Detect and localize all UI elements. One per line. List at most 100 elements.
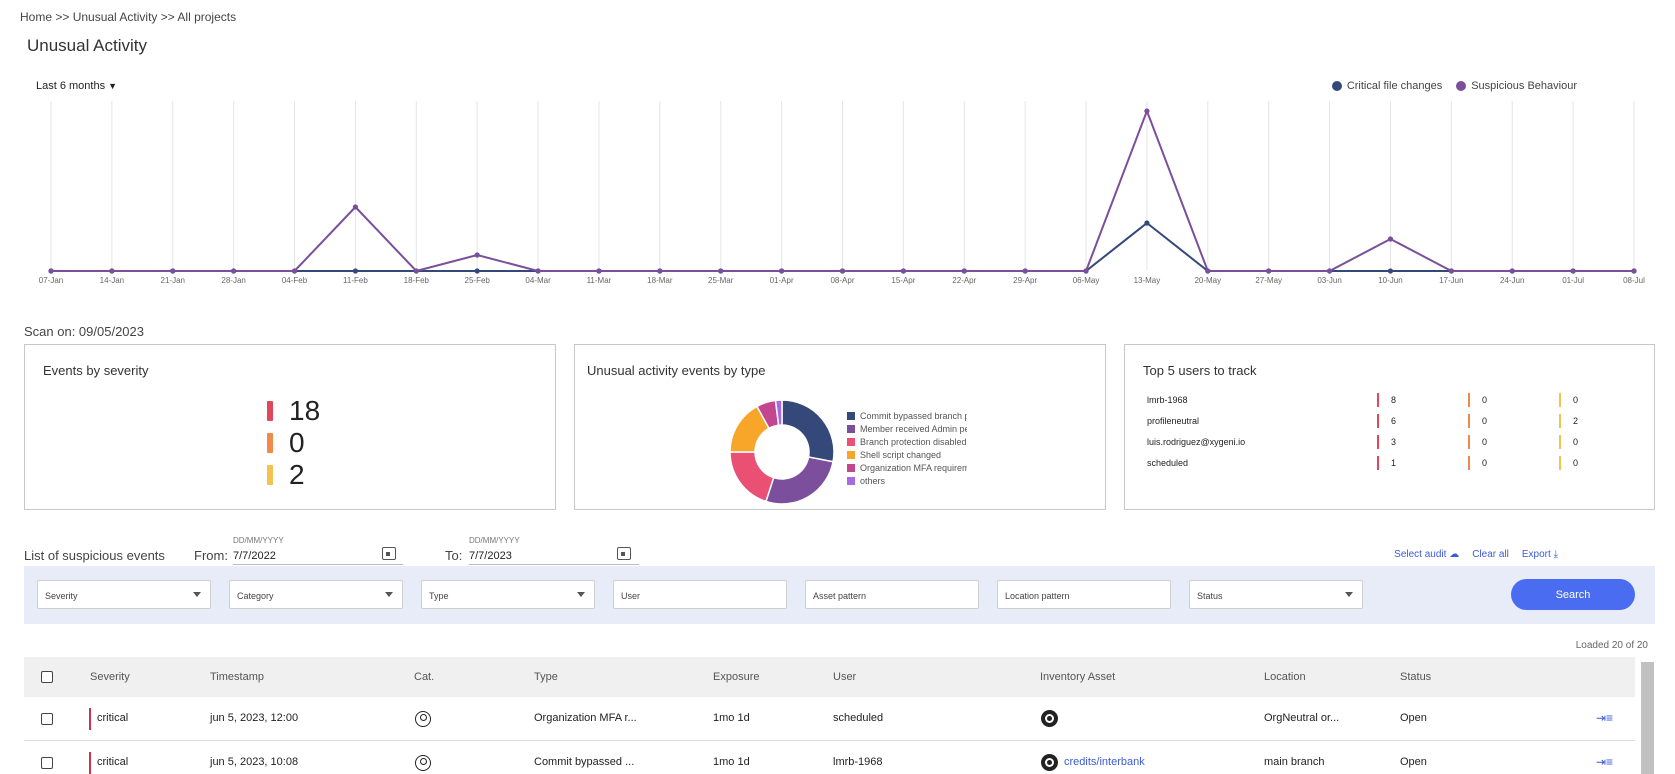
asset-pattern-input[interactable]: Asset pattern [805,580,979,609]
column-header-type[interactable]: Type [534,671,558,683]
date-range-select[interactable]: Last 6 months ▼ [36,80,117,92]
type-legend-item[interactable]: Organization MFA requirem [847,461,967,474]
data-point[interactable] [1570,268,1576,274]
column-header-exposure[interactable]: Exposure [713,671,760,683]
table-row[interactable]: critical jun 5, 2023, 10:08 Commit bypas… [24,741,1635,774]
data-point[interactable] [1205,268,1211,274]
x-tick-label: 17-Jun [1439,276,1463,285]
data-point[interactable] [474,252,480,258]
user-row[interactable]: lmrb-1968 8 0 0 [1147,391,1647,412]
data-point[interactable] [170,268,176,274]
github-icon[interactable] [1041,710,1058,727]
select-all-checkbox[interactable] [41,671,53,683]
column-header-inventory-asset[interactable]: Inventory Asset [1040,671,1116,683]
user-row[interactable]: luis.rodriguez@xygeni.io 3 0 0 [1147,433,1647,454]
high-severity-bar [267,433,273,453]
user-input[interactable]: User [613,580,787,609]
data-point[interactable] [48,268,54,274]
calendar-icon[interactable] [382,547,396,560]
events-by-type-card: Unusual activity events by type Commit b… [574,344,1106,510]
status-select[interactable]: Status [1189,580,1363,609]
github-icon[interactable] [1041,754,1058,771]
type-legend-item[interactable]: others [847,474,967,487]
row-checkbox[interactable] [41,757,53,769]
data-point[interactable] [1387,236,1394,242]
data-point[interactable] [779,268,785,274]
from-date-input[interactable]: 7/7/2022 [233,550,276,562]
top-users-card: Top 5 users to track lmrb-1968 8 0 0 pro… [1124,344,1655,510]
x-tick-label: 25-Feb [465,276,491,285]
inventory-asset-link[interactable]: credits/interbank [1064,756,1145,768]
data-point[interactable] [109,268,115,274]
user-row[interactable]: profileneutral 6 0 2 [1147,412,1647,433]
data-point[interactable] [657,268,663,274]
severity-select[interactable]: Severity [37,580,211,609]
to-date-input[interactable]: 7/7/2023 [469,550,512,562]
data-point[interactable] [1387,268,1394,274]
x-tick-label: 22-Apr [952,276,976,285]
data-point[interactable] [1266,268,1272,274]
open-details-icon[interactable]: ⇥≡ [1595,711,1613,725]
column-header-user[interactable]: User [833,671,857,683]
data-point[interactable] [839,268,846,274]
calendar-icon[interactable] [617,547,631,560]
breadcrumb[interactable]: Home >> Unusual Activity >> All projects [20,10,237,24]
data-point[interactable] [1631,268,1637,274]
page-title: Unusual Activity [27,36,147,55]
table-scrollbar[interactable] [1641,662,1654,774]
column-header-status[interactable]: Status [1400,671,1432,683]
low-count: 0 [1573,458,1579,468]
column-header-severity[interactable]: Severity [90,671,130,683]
location-pattern-input[interactable]: Location pattern [997,580,1171,609]
legend-item-suspicious[interactable]: Suspicious Behaviour [1456,80,1577,92]
data-point[interactable] [535,268,541,274]
type-select[interactable]: Type [421,580,595,609]
data-point[interactable] [413,268,419,274]
clear-all-button[interactable]: Clear all [1472,549,1509,560]
data-point[interactable] [352,268,359,274]
select-audit-button[interactable]: Select audit ☁ [1394,549,1459,560]
export-button[interactable]: Export ⤓ [1522,549,1558,560]
type-legend-item[interactable]: Shell script changed [847,448,967,461]
user-row[interactable]: scheduled 1 0 0 [1147,454,1647,475]
data-point[interactable] [1448,268,1454,274]
data-point[interactable] [1144,220,1150,226]
table-row[interactable]: critical jun 5, 2023, 12:00 Organization… [24,697,1635,741]
x-tick-label: 08-Jul [1623,276,1645,285]
data-point[interactable] [1083,268,1089,274]
column-header-timestamp[interactable]: Timestamp [210,671,264,683]
type-legend-item[interactable]: Commit bypassed branch p [847,409,967,422]
donut-slice[interactable] [729,451,775,503]
type-legend-item[interactable]: Branch protection disabled [847,435,967,448]
data-point[interactable] [900,268,906,274]
column-header-location[interactable]: Location [1264,671,1306,683]
type-legend-item[interactable]: Member received Admin pe [847,422,967,435]
location-pattern-placeholder: Location pattern [1005,591,1070,601]
x-tick-label: 28-Jan [221,276,245,285]
type-legend-label: Shell script changed [860,449,942,460]
data-point[interactable] [1022,268,1028,274]
data-point[interactable] [718,268,724,274]
data-point[interactable] [961,268,967,274]
data-point[interactable] [1144,108,1150,114]
legend-item-critical[interactable]: Critical file changes [1331,80,1442,92]
data-point[interactable] [352,204,359,210]
donut-slice[interactable] [764,456,834,505]
row-checkbox[interactable] [41,713,53,725]
data-point[interactable] [1326,268,1333,274]
data-point[interactable] [1509,268,1515,274]
dropdown-caret-icon [1345,592,1353,597]
donut-slice[interactable] [781,399,835,463]
donut-slice[interactable] [774,399,783,427]
data-point[interactable] [231,268,237,274]
user-category-icon [415,711,431,727]
search-button[interactable]: Search [1511,579,1635,610]
category-select[interactable]: Category [229,580,403,609]
data-point[interactable] [291,268,298,274]
user-cell: lmrb-1968 [833,756,883,768]
column-header-category[interactable]: Cat. [414,671,435,683]
user-name: luis.rodriguez@xygeni.io [1147,437,1246,447]
open-details-icon[interactable]: ⇥≡ [1595,755,1613,769]
data-point[interactable] [474,268,480,274]
data-point[interactable] [596,268,602,274]
